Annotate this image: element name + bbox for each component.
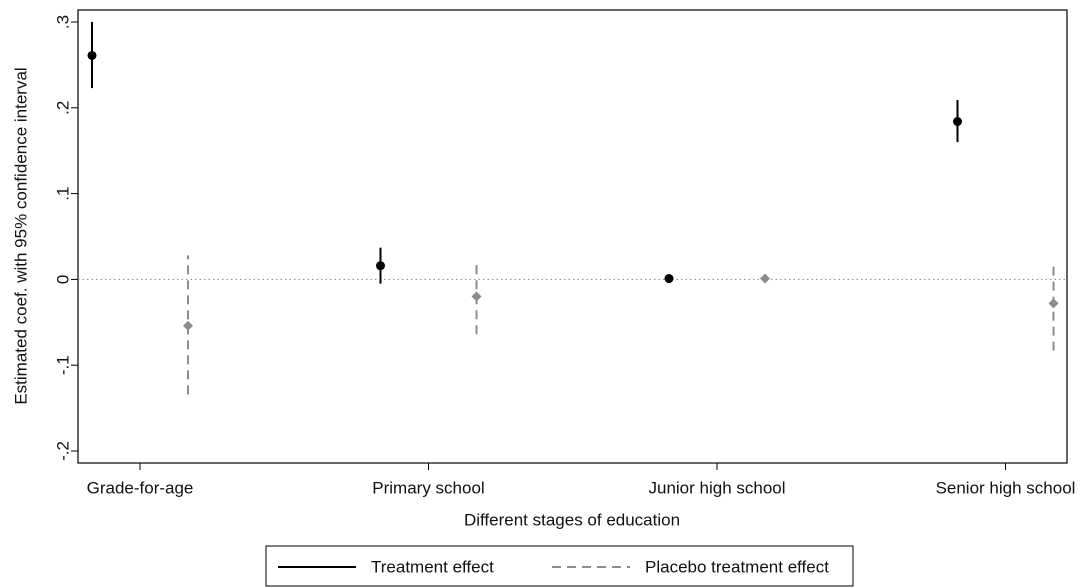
y-axis-title: Estimated coef. with 95% confidence inte… bbox=[11, 67, 30, 404]
point bbox=[376, 261, 385, 271]
y-tick-label: .3 bbox=[53, 15, 72, 29]
y-tick-label: -.1 bbox=[53, 355, 72, 375]
legend-label: Treatment effect bbox=[371, 557, 494, 576]
x-tick-label: Primary school bbox=[372, 478, 484, 497]
point bbox=[953, 117, 962, 127]
y-tick-label: 0 bbox=[53, 275, 72, 284]
point bbox=[471, 291, 482, 302]
y-tick-label: -.2 bbox=[53, 441, 72, 461]
y-tick-label: .1 bbox=[53, 187, 72, 201]
point bbox=[760, 273, 770, 284]
x-tick-label: Junior high school bbox=[648, 478, 785, 497]
legend-label: Placebo treatment effect bbox=[645, 557, 829, 576]
point bbox=[664, 274, 674, 284]
point bbox=[87, 50, 97, 60]
point bbox=[183, 320, 193, 331]
x-tick-label: Grade-for-age bbox=[87, 478, 194, 497]
y-tick-label: .2 bbox=[53, 101, 72, 115]
x-axis-title: Different stages of education bbox=[464, 510, 680, 529]
legend-box bbox=[265, 545, 854, 587]
plot-frame bbox=[77, 9, 1068, 464]
x-tick-label: Senior high school bbox=[936, 478, 1076, 497]
point bbox=[1048, 298, 1059, 309]
